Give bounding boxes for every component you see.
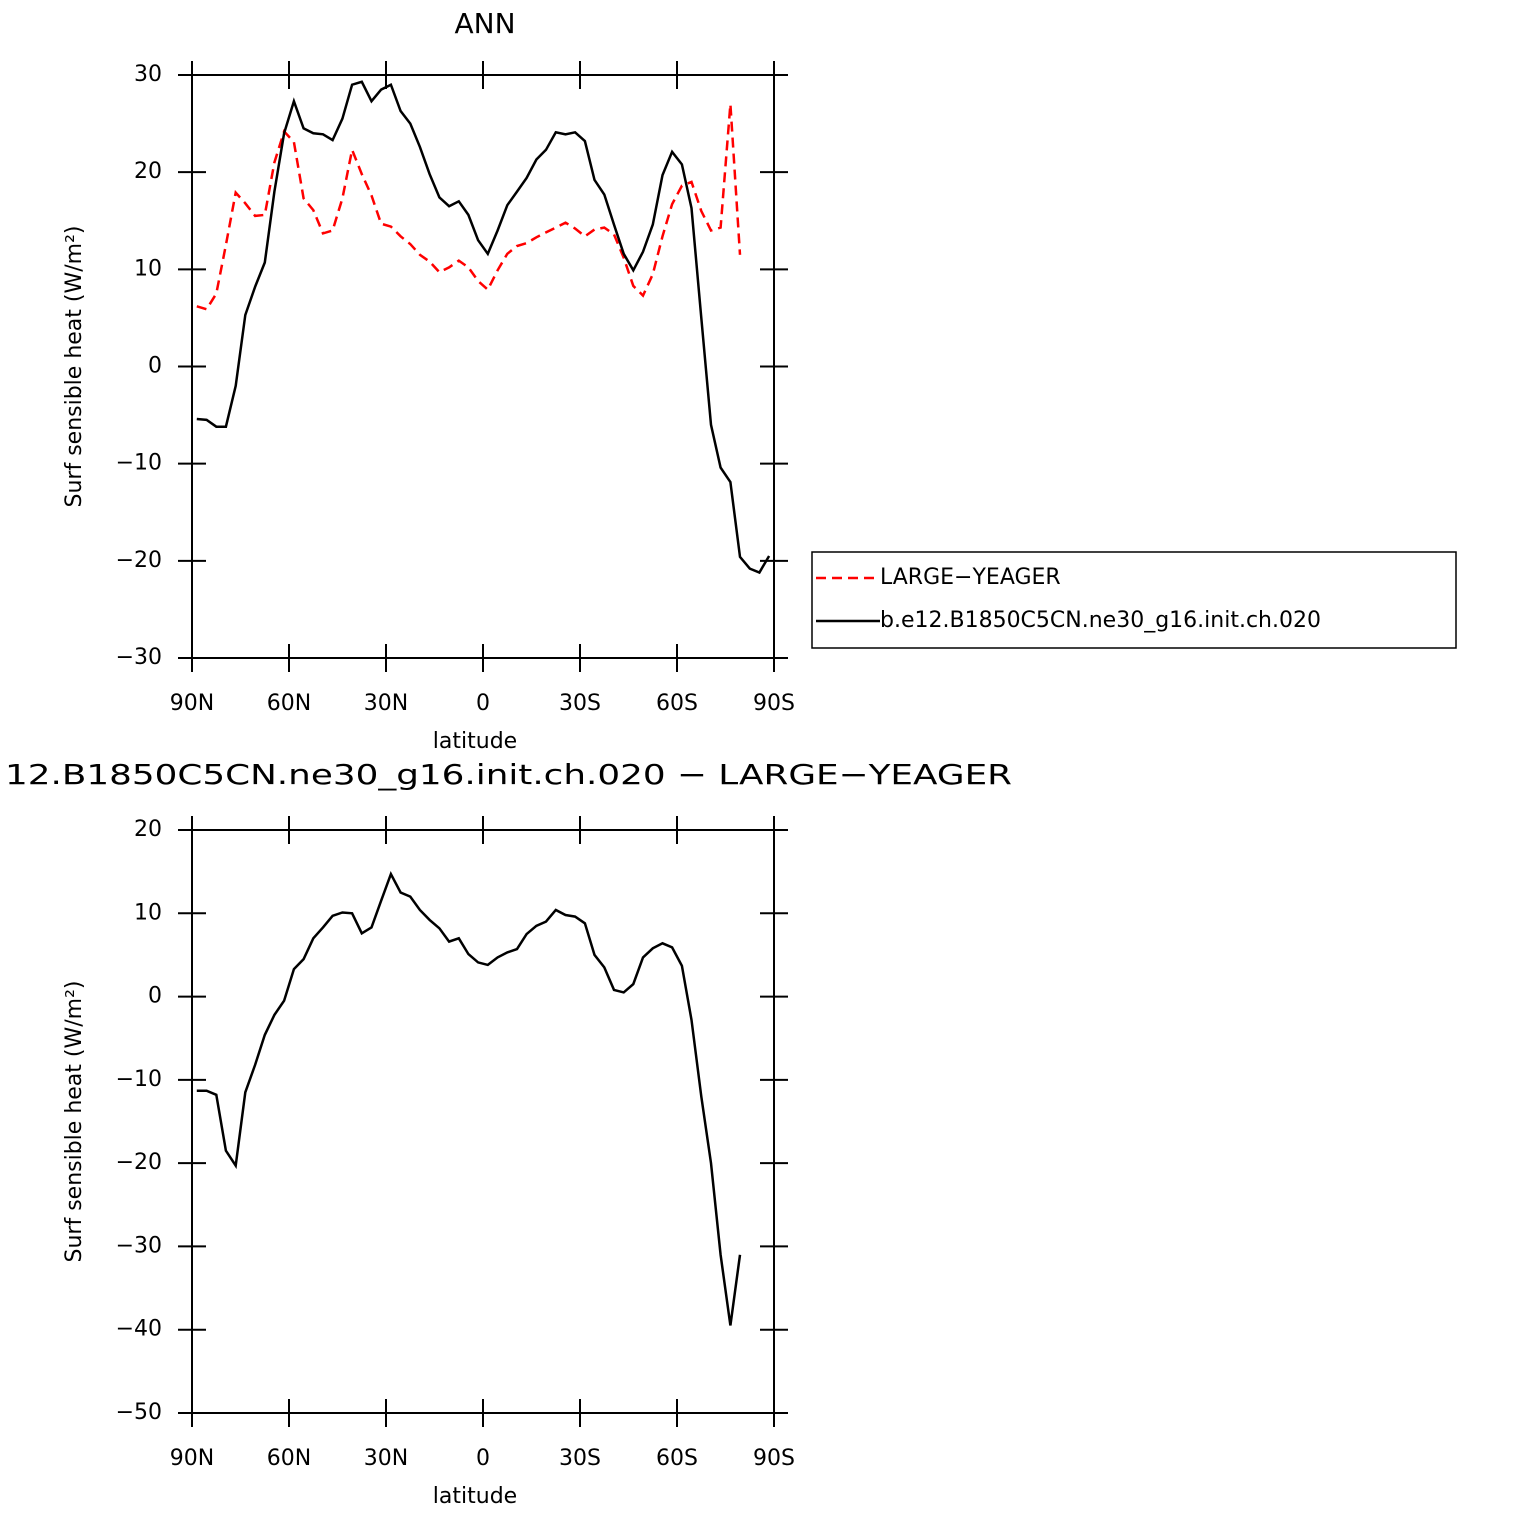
legend-label: LARGE−YEAGER: [880, 565, 1061, 590]
x-axis-label: latitude: [433, 1484, 517, 1509]
data-line: [196, 104, 742, 311]
chart-title: 12.B1850C5CN.ne30_g16.init.ch.020 − LARG…: [5, 758, 1012, 791]
data-line: [196, 80, 771, 575]
y-tick-label: −10: [116, 451, 162, 476]
x-tick-label: 90S: [753, 1446, 795, 1471]
legend-label: b.e12.B1850C5CN.ne30_g16.init.ch.020: [880, 608, 1321, 633]
x-tick-label: 90N: [170, 691, 214, 716]
data-line: [196, 871, 742, 1326]
x-tick-label: 30S: [559, 1446, 601, 1471]
panel: 12.B1850C5CN.ne30_g16.init.ch.020 − LARG…: [5, 758, 1012, 1509]
y-axis-label: Surf sensible heat (W/m²): [62, 981, 87, 1263]
x-tick-label: 60N: [267, 1446, 311, 1471]
x-tick-label: 60S: [656, 1446, 698, 1471]
y-axis-label: Surf sensible heat (W/m²): [62, 226, 87, 508]
y-tick-label: −50: [116, 1400, 162, 1425]
x-tick-label: 30N: [364, 691, 408, 716]
x-tick-label: 90N: [170, 1446, 214, 1471]
panel: ANN −30 −20 −10 0 10 20 30 90N 60N 30N 0 30S 60S 90S la…: [62, 7, 1457, 754]
y-tick-label: −30: [116, 1233, 162, 1258]
y-tick-label: 0: [148, 984, 162, 1009]
y-tick-label: 30: [134, 62, 162, 87]
x-tick-label: 0: [476, 1446, 490, 1471]
y-tick-label: 20: [134, 817, 162, 842]
chart-title: ANN: [454, 7, 515, 40]
x-tick-label: 90S: [753, 691, 795, 716]
x-tick-label: 30S: [559, 691, 601, 716]
y-tick-label: −10: [116, 1067, 162, 1092]
x-tick-label: 0: [476, 691, 490, 716]
y-tick-label: 10: [134, 256, 162, 281]
y-tick-label: −20: [116, 1150, 162, 1175]
x-tick-label: 60N: [267, 691, 311, 716]
y-tick-label: −40: [116, 1317, 162, 1342]
y-tick-label: 0: [148, 354, 162, 379]
x-tick-label: 30N: [364, 1446, 408, 1471]
y-tick-label: −30: [116, 645, 162, 670]
y-tick-label: 10: [134, 900, 162, 925]
legend-box: [811, 551, 1457, 649]
y-tick-label: −20: [116, 548, 162, 573]
y-tick-label: 20: [134, 159, 162, 184]
x-tick-label: 60S: [656, 691, 698, 716]
x-axis-label: latitude: [433, 729, 517, 754]
plot-frame: [191, 829, 775, 1414]
